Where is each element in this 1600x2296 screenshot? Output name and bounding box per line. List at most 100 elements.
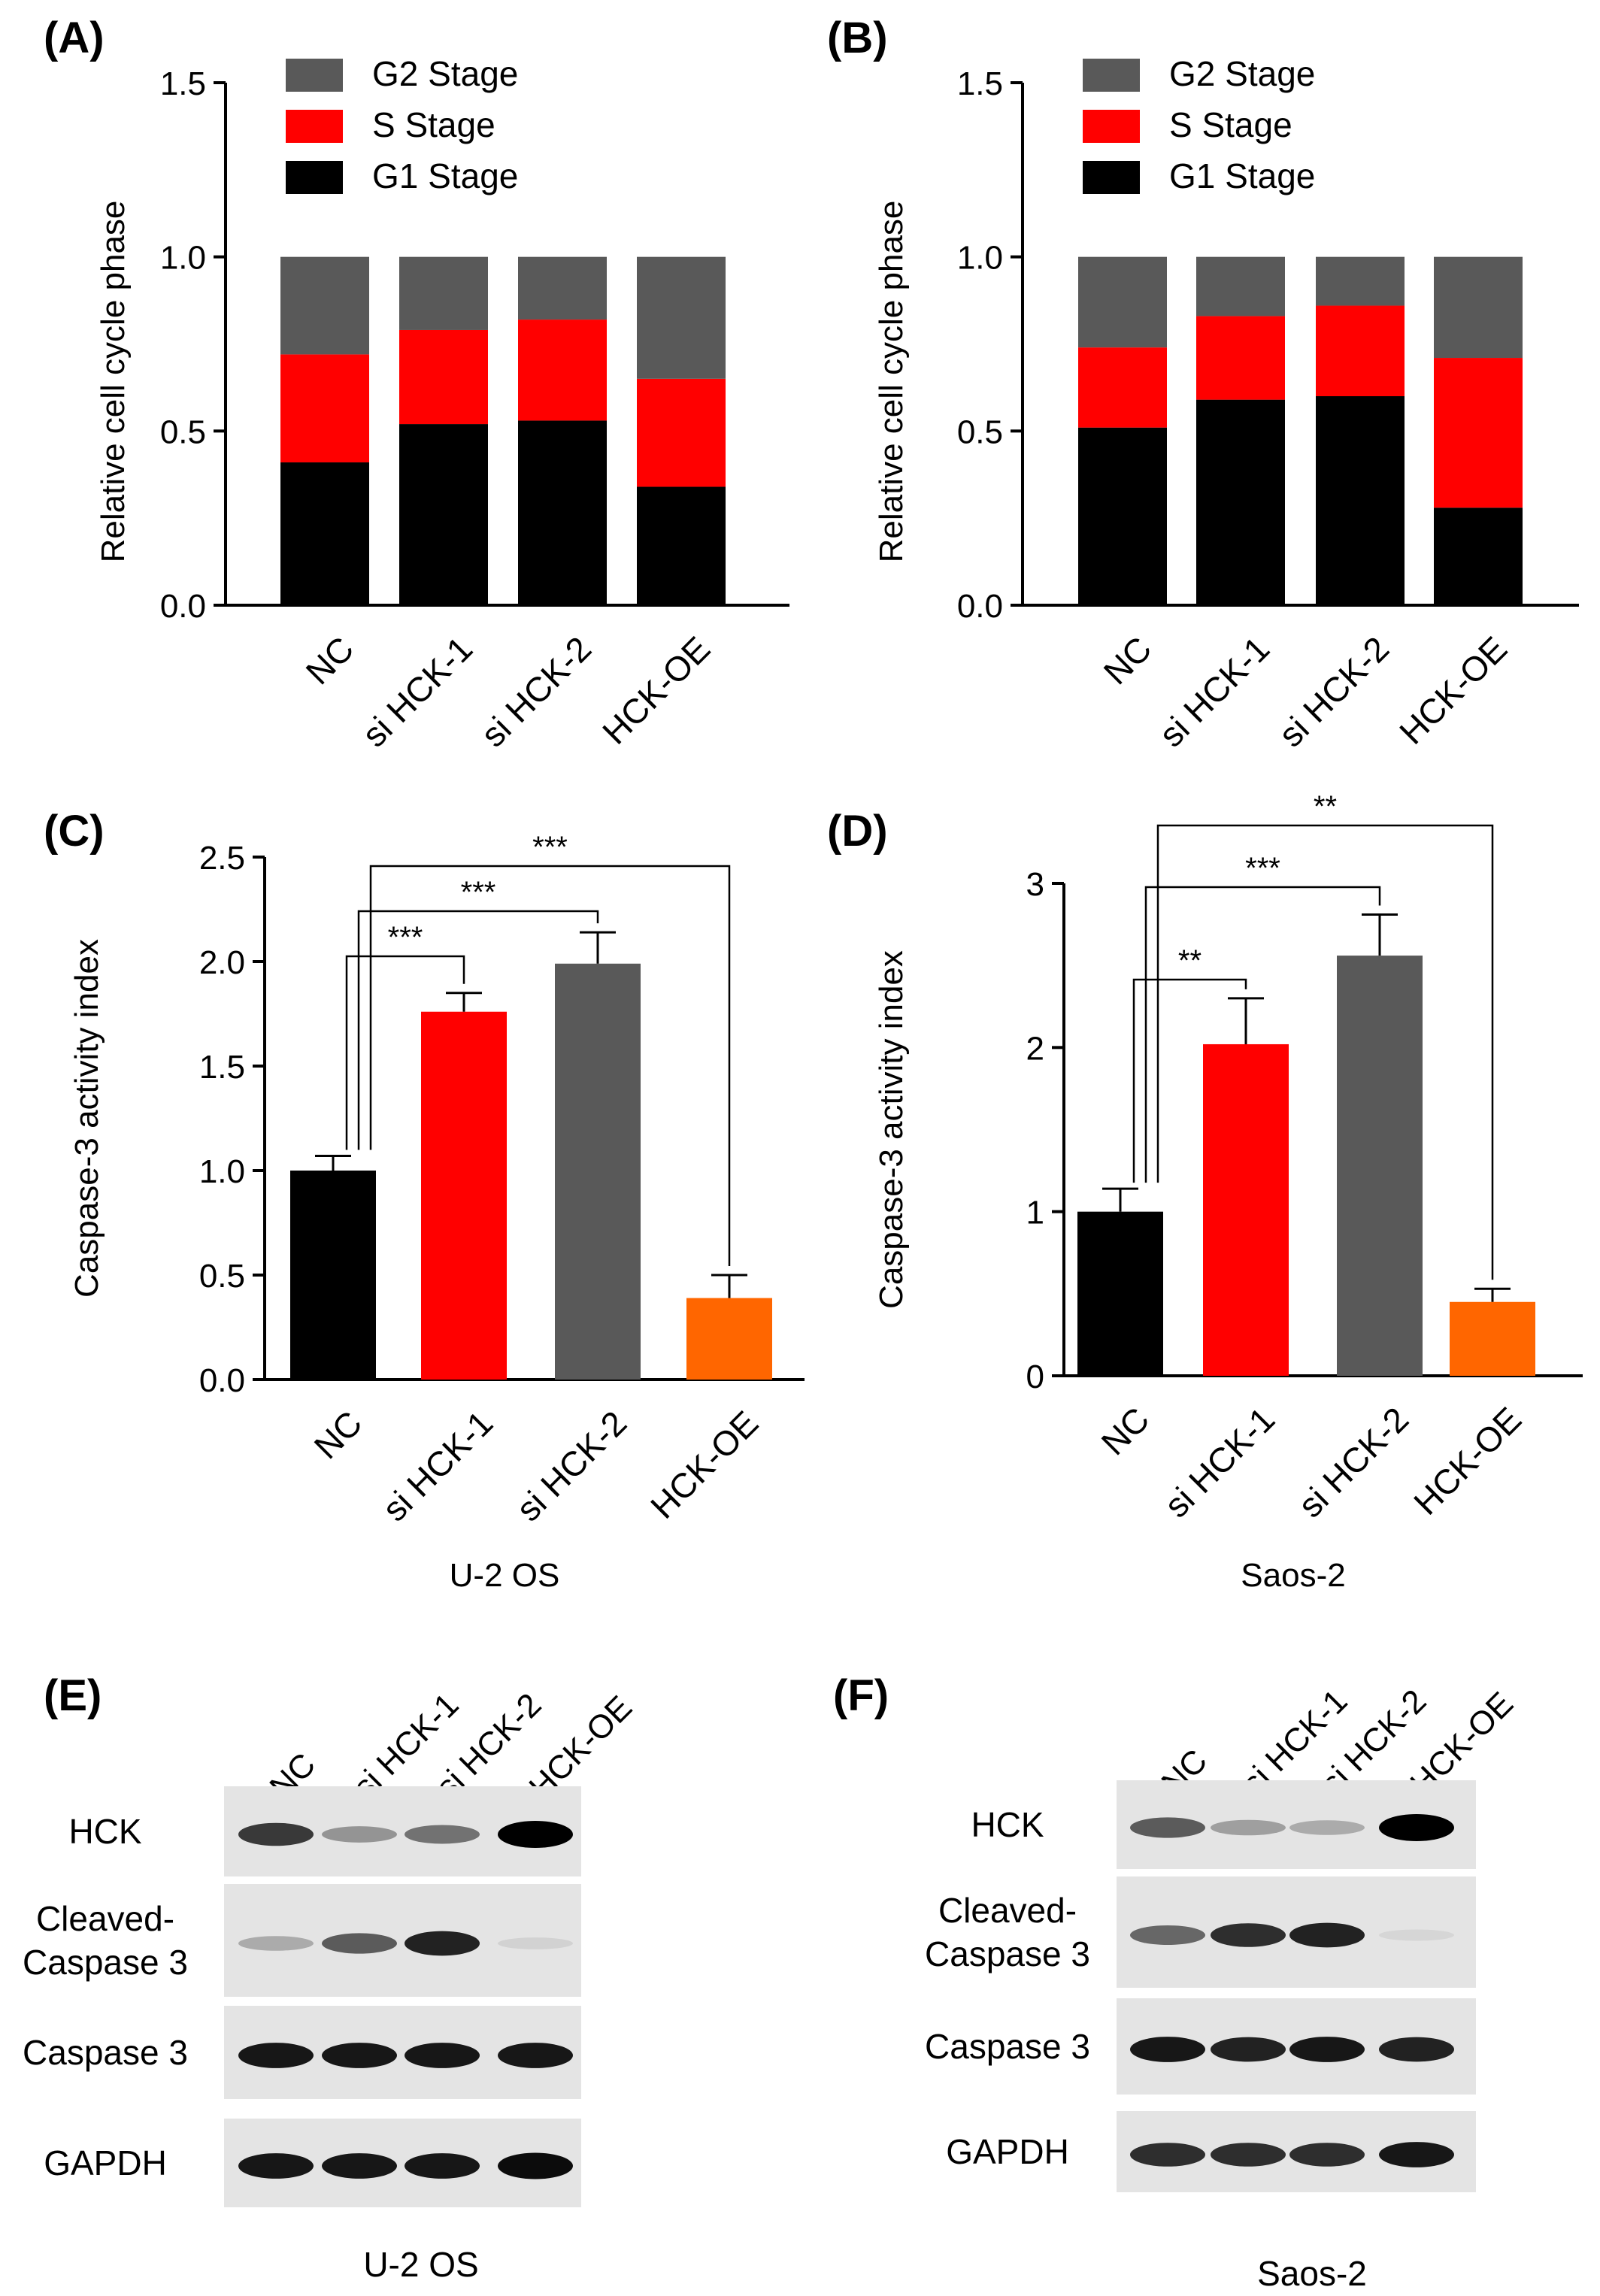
significance-bracket — [1156, 824, 1494, 1280]
bar-segment — [637, 378, 726, 487]
blot-band — [238, 2043, 314, 2068]
panel-label: (A) — [44, 14, 105, 62]
bar-segment — [1078, 427, 1167, 605]
y-axis-title: Caspase-3 activity index — [68, 939, 105, 1298]
y-axis-title: Caspase-3 activity index — [873, 950, 910, 1309]
blot-band — [405, 1825, 480, 1844]
blot-panel-1: (F)NC si HCK-1si HCK-2HCK-OEHCKCleaved-Ca… — [833, 1671, 1520, 2293]
panel-label: (D) — [827, 807, 888, 856]
blot-caption: U-2 OS — [363, 2245, 478, 2284]
y-tick-label: 2.5 — [199, 840, 245, 877]
y-tick-label: 1.0 — [199, 1153, 245, 1190]
blot-band — [405, 2153, 480, 2179]
blot-row-label: GAPDH — [44, 2143, 167, 2182]
panel-label: (C) — [44, 807, 105, 856]
blot-band — [1211, 2143, 1286, 2167]
legend-swatch — [1083, 59, 1140, 92]
bar-segment — [280, 256, 369, 355]
y-tick-label: 1 — [1026, 1195, 1044, 1231]
blot-band — [405, 1931, 480, 1956]
blot-band — [1289, 1922, 1365, 1948]
blot-band — [322, 2153, 397, 2179]
x-tick-label: si HCK-2 — [473, 629, 598, 755]
blot-band — [1130, 1817, 1205, 1838]
y-tick-label: 1.0 — [957, 240, 1003, 277]
blot-caption: Saos-2 — [1257, 2254, 1367, 2293]
x-tick-label: NC — [1094, 1400, 1157, 1463]
chart-panel-0: (A) 0.0 0.5 1.0 1.5 Relative cell cycle phase… — [44, 14, 789, 754]
x-tick-label: si HCK-1 — [374, 1404, 500, 1529]
blot-strip — [224, 1884, 581, 1997]
legend-swatch — [286, 161, 343, 194]
y-tick-label: 0.0 — [160, 588, 206, 625]
bar-segment — [280, 354, 369, 463]
bar — [1337, 956, 1423, 1376]
x-axis-title: U-2 OS — [450, 1557, 560, 1594]
bar-segment — [518, 256, 607, 320]
blot-band — [238, 2153, 314, 2179]
x-tick-label: HCK-OE — [643, 1404, 765, 1526]
legend-label: G2 Stage — [1169, 54, 1315, 93]
blot-band — [1289, 2037, 1365, 2062]
bar-segment — [518, 320, 607, 421]
chart-panel-2: (C) 0.0 0.5 1.0 1.5 2.0 2.5 Caspase-3 activity … — [44, 807, 805, 1594]
blot-band — [498, 2043, 573, 2068]
y-tick-label: 1.5 — [957, 65, 1003, 102]
legend-label: S Stage — [372, 105, 495, 144]
y-tick-label: 1.0 — [160, 240, 206, 277]
blot-band — [1379, 1929, 1454, 1941]
bar-segment — [1434, 256, 1523, 359]
x-tick-label: NC — [1096, 629, 1159, 692]
bar — [290, 1171, 376, 1380]
chart-panel-1: (B) 0.0 0.5 1.0 1.5 Relative cell cycle phase… — [827, 14, 1579, 754]
blot-band — [322, 1826, 397, 1843]
y-tick-label: 1.5 — [199, 1049, 245, 1086]
bar-segment — [1196, 256, 1285, 317]
significance-bracket — [345, 955, 465, 1150]
y-tick-label: 1.5 — [160, 65, 206, 102]
y-axis-title: Relative cell cycle phase — [873, 201, 910, 563]
bar — [421, 1011, 507, 1380]
bar-segment — [1434, 358, 1523, 508]
legend-label: G1 Stage — [1169, 156, 1315, 195]
x-tick-label: si HCK-2 — [1271, 629, 1396, 755]
panel-label: (E) — [44, 1671, 102, 1720]
y-tick-label: 0.5 — [957, 413, 1003, 450]
bar-segment — [1196, 316, 1285, 400]
blot-band — [1130, 2037, 1205, 2062]
bar-segment — [1196, 399, 1285, 605]
bar — [1450, 1301, 1535, 1376]
x-tick-label: si HCK-1 — [1151, 629, 1277, 755]
y-axis-title: Relative cell cycle phase — [95, 201, 132, 563]
significance-bracket — [357, 910, 599, 1150]
significance-bracket — [1144, 886, 1381, 1183]
x-tick-label: si HCK-2 — [508, 1404, 634, 1529]
blot-band — [1211, 2037, 1286, 2062]
legend-swatch — [1083, 110, 1140, 143]
x-tick-label: HCK-OE — [1406, 1400, 1529, 1522]
y-tick-label: 0.5 — [199, 1258, 245, 1295]
x-tick-label: HCK-OE — [1392, 629, 1514, 752]
bar-segment — [1434, 507, 1523, 605]
blot-band — [1289, 2143, 1365, 2167]
blot-row-label: Cleaved- — [36, 1899, 174, 1938]
y-tick-label: 0.0 — [199, 1362, 245, 1399]
blot-band — [238, 1936, 314, 1951]
panel-label: (B) — [827, 14, 888, 62]
significance-label: *** — [1245, 852, 1280, 885]
bar-segment — [637, 486, 726, 605]
bar-segment — [399, 256, 488, 330]
blot-band — [1289, 1820, 1365, 1835]
blot-row-label: HCK — [68, 1812, 141, 1851]
blot-row-label: Cleaved- — [938, 1891, 1077, 1930]
blot-band — [1379, 1814, 1454, 1841]
blot-band — [1379, 2037, 1454, 2062]
y-tick-label: 2.0 — [199, 944, 245, 981]
legend-label: G2 Stage — [372, 54, 518, 93]
panel-label: (F) — [833, 1671, 889, 1720]
blot-row-label: Caspase 3 — [925, 1934, 1090, 1973]
blot-band — [498, 1937, 573, 1949]
significance-label: *** — [388, 921, 423, 954]
